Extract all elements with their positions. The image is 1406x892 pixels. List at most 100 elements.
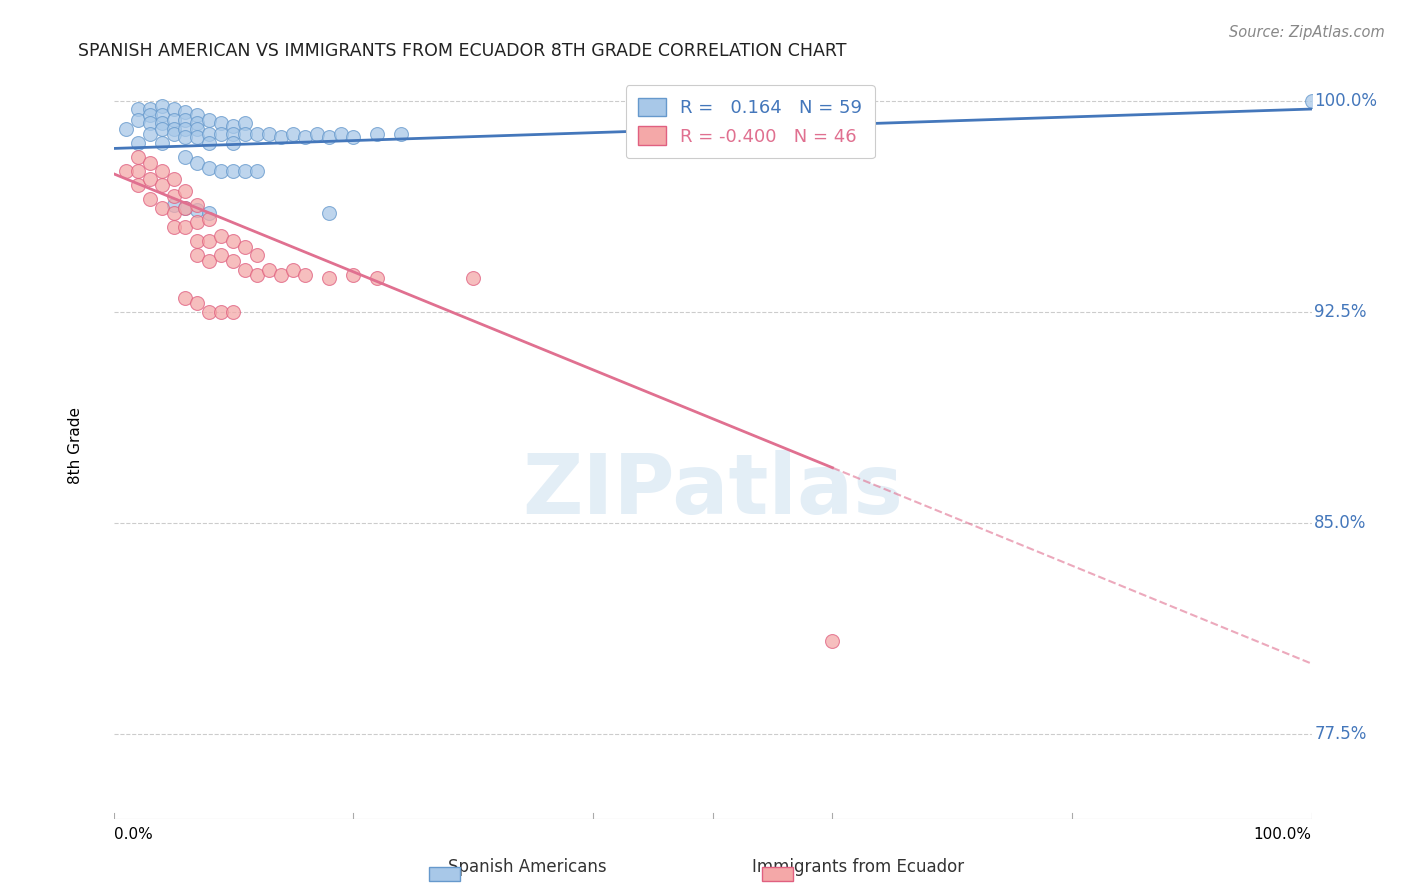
Point bbox=[222, 304, 245, 318]
Point bbox=[162, 172, 184, 186]
Point bbox=[270, 130, 292, 145]
Point bbox=[222, 235, 245, 249]
Point bbox=[294, 268, 316, 282]
Point bbox=[198, 304, 221, 318]
Point bbox=[222, 254, 245, 268]
Point bbox=[318, 271, 340, 285]
Text: 8th Grade: 8th Grade bbox=[67, 407, 83, 484]
Point bbox=[174, 113, 197, 128]
Point bbox=[222, 136, 245, 150]
Point bbox=[186, 116, 208, 130]
Point bbox=[174, 184, 197, 198]
Point bbox=[174, 130, 197, 145]
Point bbox=[138, 128, 160, 142]
Point bbox=[235, 128, 257, 142]
Point bbox=[162, 113, 184, 128]
Point bbox=[235, 262, 257, 277]
Point bbox=[186, 198, 208, 212]
Point bbox=[198, 136, 221, 150]
Point bbox=[461, 271, 484, 285]
Point bbox=[209, 164, 232, 178]
Point bbox=[162, 206, 184, 220]
Point bbox=[150, 121, 173, 136]
Text: SPANISH AMERICAN VS IMMIGRANTS FROM ECUADOR 8TH GRADE CORRELATION CHART: SPANISH AMERICAN VS IMMIGRANTS FROM ECUA… bbox=[77, 42, 846, 60]
Point bbox=[366, 271, 388, 285]
Text: Spanish Americans: Spanish Americans bbox=[449, 858, 606, 876]
Point bbox=[246, 164, 269, 178]
Point bbox=[330, 128, 353, 142]
Point bbox=[209, 116, 232, 130]
Point bbox=[162, 102, 184, 116]
Point bbox=[174, 150, 197, 164]
Point bbox=[162, 128, 184, 142]
Point bbox=[127, 150, 149, 164]
Point bbox=[174, 121, 197, 136]
Point bbox=[150, 116, 173, 130]
Point bbox=[198, 211, 221, 226]
Text: 0.0%: 0.0% bbox=[114, 827, 152, 842]
Point bbox=[342, 268, 364, 282]
Legend: R =   0.164   N = 59, R = -0.400   N = 46: R = 0.164 N = 59, R = -0.400 N = 46 bbox=[626, 85, 875, 158]
Point bbox=[342, 130, 364, 145]
Point bbox=[209, 228, 232, 243]
Text: Source: ZipAtlas.com: Source: ZipAtlas.com bbox=[1229, 25, 1385, 40]
Point bbox=[150, 99, 173, 113]
Point bbox=[186, 130, 208, 145]
Point bbox=[138, 172, 160, 186]
Point bbox=[246, 248, 269, 262]
Point bbox=[186, 121, 208, 136]
Point bbox=[127, 136, 149, 150]
Point bbox=[162, 220, 184, 235]
Text: 100.0%: 100.0% bbox=[1254, 827, 1312, 842]
Point bbox=[222, 119, 245, 133]
Point bbox=[174, 201, 197, 215]
Point bbox=[1301, 94, 1323, 108]
Point bbox=[150, 201, 173, 215]
Point bbox=[127, 113, 149, 128]
Point bbox=[174, 104, 197, 119]
Point bbox=[222, 128, 245, 142]
Point bbox=[150, 178, 173, 192]
Point bbox=[283, 128, 305, 142]
Point bbox=[821, 634, 844, 648]
Point bbox=[283, 262, 305, 277]
Point bbox=[235, 164, 257, 178]
Text: 77.5%: 77.5% bbox=[1315, 725, 1367, 743]
Point bbox=[162, 121, 184, 136]
Point bbox=[174, 220, 197, 235]
Point bbox=[150, 164, 173, 178]
Point bbox=[150, 108, 173, 122]
Point bbox=[150, 136, 173, 150]
Text: 92.5%: 92.5% bbox=[1315, 302, 1367, 321]
Point bbox=[162, 198, 184, 212]
Point bbox=[186, 248, 208, 262]
Point bbox=[318, 130, 340, 145]
Point bbox=[259, 128, 281, 142]
Point bbox=[222, 164, 245, 178]
Point bbox=[138, 102, 160, 116]
Point bbox=[138, 116, 160, 130]
Point bbox=[138, 108, 160, 122]
Point bbox=[186, 214, 208, 228]
Point bbox=[209, 304, 232, 318]
Point bbox=[186, 155, 208, 169]
Point bbox=[127, 178, 149, 192]
Point bbox=[114, 121, 136, 136]
Point bbox=[209, 128, 232, 142]
Point bbox=[294, 130, 316, 145]
Text: Immigrants from Ecuador: Immigrants from Ecuador bbox=[752, 858, 963, 876]
Point bbox=[235, 116, 257, 130]
Point bbox=[198, 235, 221, 249]
Point bbox=[235, 240, 257, 254]
Point bbox=[270, 268, 292, 282]
Point bbox=[138, 192, 160, 206]
Point bbox=[209, 248, 232, 262]
Point bbox=[186, 235, 208, 249]
Point bbox=[174, 201, 197, 215]
Text: 100.0%: 100.0% bbox=[1315, 92, 1376, 110]
Point bbox=[198, 206, 221, 220]
Point bbox=[366, 128, 388, 142]
Point bbox=[198, 254, 221, 268]
Point bbox=[174, 291, 197, 305]
Point bbox=[246, 128, 269, 142]
